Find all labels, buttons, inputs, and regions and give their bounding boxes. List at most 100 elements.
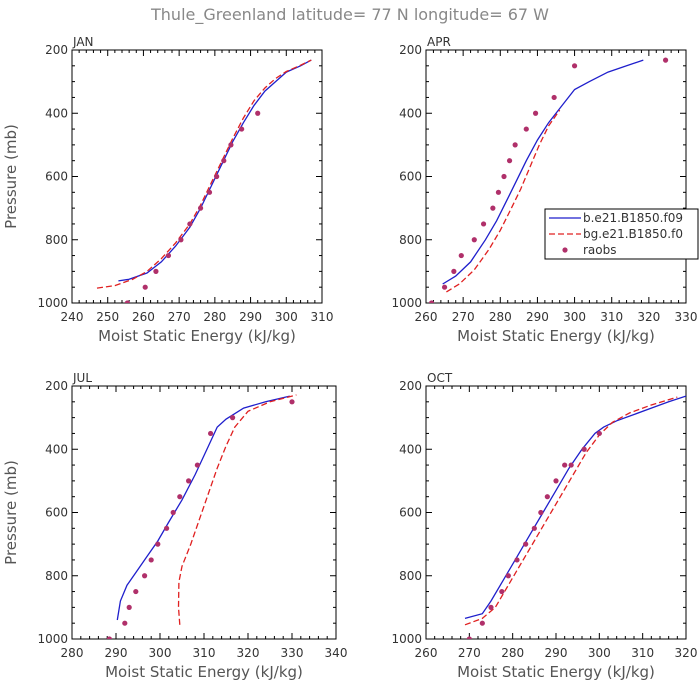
raobs-point	[532, 110, 539, 116]
raobs-point	[106, 636, 112, 639]
x-tick-label: 290	[239, 310, 262, 324]
raobs-point	[214, 173, 220, 180]
x-tick-label: 260	[132, 310, 155, 324]
plot-frame	[425, 385, 687, 640]
raobs-point	[596, 430, 602, 437]
y-tick-label: 1000	[391, 632, 422, 646]
x-tick-label: 280	[501, 646, 524, 660]
raobs-point	[122, 620, 128, 626]
raobs-point	[289, 399, 295, 405]
series-line-bg	[464, 396, 678, 626]
raobs-point	[155, 541, 161, 547]
series-line-b	[464, 395, 686, 620]
raobs-point	[571, 63, 578, 69]
series-line-bg	[177, 394, 297, 625]
raobs-point	[466, 636, 472, 639]
y-axis-label: Pressure (mb)	[2, 460, 20, 565]
y-tick-label: 400	[45, 442, 68, 456]
panel-oct: 260 270 280 290 300 310 320 200 400 600 800 1000 OCT…	[391, 371, 697, 681]
raobs-point	[165, 252, 172, 259]
y-tick-label: 800	[45, 233, 68, 247]
raobs-point	[228, 142, 234, 148]
raobs-point	[208, 430, 214, 437]
x-tick-label: 310	[193, 646, 216, 660]
raobs-point	[142, 573, 148, 579]
legend-label: bg.e21.B1850.f0	[583, 227, 683, 241]
raobs-point	[153, 268, 159, 274]
x-tick-label: 300	[149, 646, 172, 660]
raobs-point	[187, 221, 193, 227]
panel-jul: 280 290 300 310 320 330 340 200 400 600 800 1000 JUL…	[2, 371, 347, 681]
raobs-point	[428, 300, 435, 303]
raobs-point	[544, 494, 550, 500]
raobs-point	[230, 415, 236, 421]
x-tick-label: 270	[458, 646, 481, 660]
raobs-point	[490, 205, 496, 211]
raobs-point	[480, 221, 487, 227]
plot-frame	[71, 49, 323, 304]
x-tick-label: 300	[588, 646, 611, 660]
raobs-point	[471, 237, 477, 243]
x-tick-label: 270	[452, 310, 475, 324]
chart-legend: b.e21.B1850.f09 bg.e21.B1850.f0 raobs	[544, 208, 699, 260]
raobs-point	[531, 525, 537, 531]
y-tick-label: 400	[399, 442, 422, 456]
panel-jan: 240 250 260 270 280 290 300 310 200 400 600 800 1000…	[2, 35, 333, 345]
raobs-point	[523, 126, 529, 132]
raobs-point	[178, 237, 184, 243]
x-axis-label: Moist Static Energy (kJ/kg)	[105, 663, 303, 681]
raobs-point	[562, 462, 568, 468]
x-axis-label: Moist Static Energy (kJ/kg)	[98, 327, 296, 345]
raobs-point	[221, 158, 227, 164]
raobs-point	[194, 462, 200, 468]
chart-panels: 240 250 260 270 280 290 300 310 200 400 600 800 1000…	[2, 35, 697, 681]
y-tick-label: 200	[45, 43, 68, 57]
x-tick-label: 280	[61, 646, 84, 660]
series-line-b	[116, 395, 290, 621]
y-axis-label: Pressure (mb)	[2, 124, 20, 229]
y-tick-label: 600	[45, 506, 68, 520]
raobs-point	[662, 57, 669, 63]
panel-title: JUL	[72, 371, 92, 385]
x-tick-label: 330	[675, 310, 698, 324]
raobs-point	[551, 94, 557, 101]
plot-area	[428, 57, 669, 303]
x-tick-label: 300	[275, 310, 298, 324]
raobs-point	[255, 110, 261, 116]
x-tick-label: 300	[563, 310, 586, 324]
y-tick-label: 1000	[37, 296, 68, 310]
y-tick-label: 1000	[391, 296, 422, 310]
raobs-point	[501, 173, 507, 180]
raobs-point	[197, 205, 204, 211]
raobs-point	[239, 126, 245, 132]
plot-area	[106, 394, 297, 639]
raobs-point	[488, 604, 494, 610]
y-tick-label: 600	[399, 170, 422, 184]
raobs-point	[164, 525, 170, 531]
y-tick-label: 600	[399, 506, 422, 520]
x-tick-label: 290	[526, 310, 549, 324]
raobs-point	[514, 557, 520, 563]
y-tick-label: 800	[399, 233, 422, 247]
raobs-point	[495, 189, 502, 195]
raobs-point	[553, 478, 559, 484]
series-line-b	[118, 59, 312, 282]
x-tick-label: 290	[545, 646, 568, 660]
panel-title: JAN	[72, 35, 94, 49]
raobs-point	[499, 588, 505, 595]
x-tick-label: 340	[325, 646, 348, 660]
x-tick-label: 260	[415, 310, 438, 324]
raobs-point	[441, 284, 448, 290]
x-tick-label: 270	[168, 310, 191, 324]
x-tick-label: 320	[237, 646, 260, 660]
raobs-point	[126, 604, 132, 610]
legend-swatch-dot	[562, 247, 568, 253]
raobs-point	[506, 158, 513, 164]
x-tick-label: 330	[281, 646, 304, 660]
x-tick-label: 260	[415, 646, 438, 660]
x-tick-label: 240	[61, 310, 84, 324]
x-tick-label: 310	[631, 646, 654, 660]
series-line-bg	[96, 59, 312, 289]
raobs-point	[523, 541, 529, 547]
